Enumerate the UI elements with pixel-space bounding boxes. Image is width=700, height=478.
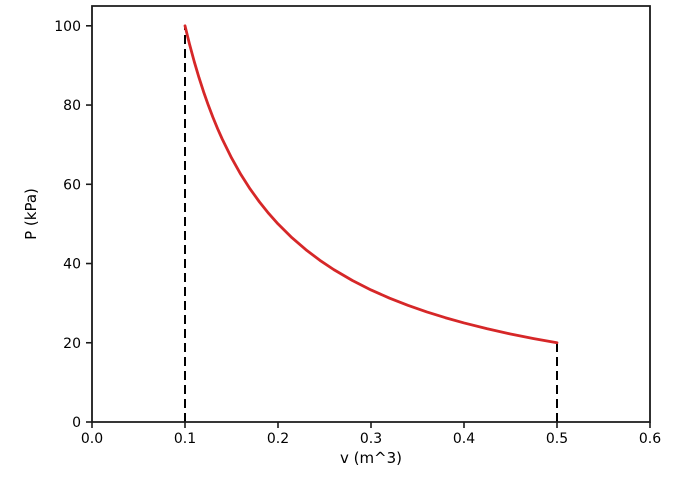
y-tick-label: 20: [63, 336, 81, 352]
y-tick-label: 40: [63, 257, 81, 273]
y-axis-label: P (kPa): [22, 188, 40, 240]
x-tick-label: 0.4: [453, 431, 475, 447]
x-tick-label: 0.0: [81, 431, 103, 447]
plot-area: [92, 6, 650, 422]
y-tick-label: 80: [63, 98, 81, 114]
x-tick-label: 0.6: [639, 431, 661, 447]
x-axis-label: v (m^3): [340, 449, 402, 467]
x-tick-label: 0.2: [267, 431, 289, 447]
y-tick-label: 60: [63, 177, 81, 193]
x-tick-label: 0.5: [546, 431, 568, 447]
x-tick-label: 0.3: [360, 431, 382, 447]
x-tick-label: 0.1: [174, 431, 196, 447]
y-tick-label: 0: [72, 415, 81, 431]
y-tick-label: 100: [54, 19, 81, 35]
series-pressure-volume-curve: [183, 24, 559, 345]
